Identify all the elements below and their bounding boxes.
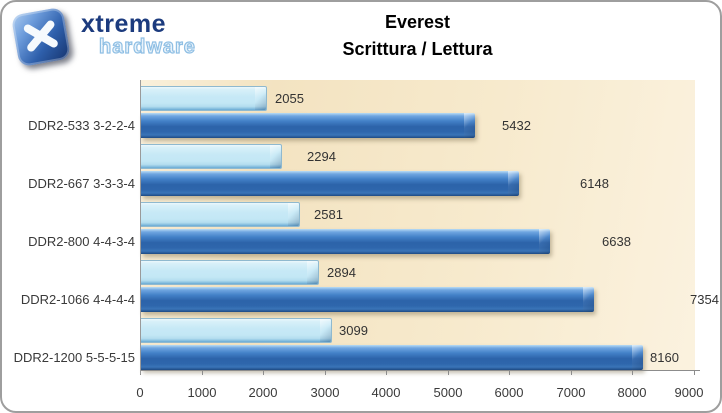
bar-lettura — [141, 113, 475, 138]
logo-brand-top: xtreme — [81, 10, 166, 38]
x-axis-tick-label: 3000 — [310, 385, 340, 400]
logo-brand-bottom: hardware — [98, 35, 196, 58]
x-tile-icon — [10, 6, 72, 68]
value-label-scrittura: 2581 — [314, 207, 343, 222]
x-axis-tick-label: 9000 — [674, 385, 704, 400]
value-label-lettura: 8160 — [650, 350, 679, 365]
value-label-scrittura: 2894 — [327, 265, 356, 280]
chart-title-line1: Everest — [384, 12, 451, 32]
bar-scrittura — [141, 318, 332, 343]
x-axis-tick — [325, 371, 326, 375]
x-axis-tick-label: 2000 — [248, 385, 278, 400]
bar-lettura — [141, 287, 594, 312]
y-axis-line — [140, 80, 141, 374]
category-label: DDR2-800 4-4-3-4 — [28, 234, 135, 249]
value-label-scrittura: 2055 — [275, 91, 304, 106]
chart-title-line2: Scrittura / Lettura — [342, 39, 493, 59]
value-label-scrittura: 2294 — [307, 149, 336, 164]
value-label-lettura: 6148 — [580, 176, 609, 191]
bar-lettura — [141, 345, 643, 370]
bar-lettura — [141, 229, 550, 254]
value-label-scrittura: 3099 — [339, 323, 368, 338]
chart-title: Everest Scrittura / Lettura — [140, 9, 695, 63]
category-label: DDR2-1200 5-5-5-15 — [13, 350, 135, 365]
bar-scrittura — [141, 86, 267, 111]
x-axis-tick — [571, 371, 572, 375]
category-label: DDR2-667 3-3-3-4 — [28, 176, 135, 191]
x-axis-tick — [263, 371, 264, 375]
value-label-lettura: 6638 — [602, 234, 631, 249]
bar-scrittura — [141, 144, 282, 169]
xtreme-hardware-logo: xtreme hardware — [2, 2, 232, 74]
x-axis-tick — [694, 371, 695, 375]
x-axis-tick — [386, 371, 387, 375]
value-label-lettura: 5432 — [502, 118, 531, 133]
x-axis-tick — [509, 371, 510, 375]
value-label-lettura: 7354 — [690, 292, 719, 307]
x-axis-tick-label: 1000 — [187, 385, 217, 400]
x-axis-tick-label: 4000 — [371, 385, 401, 400]
category-label: DDR2-533 3-2-2-4 — [28, 118, 135, 133]
x-axis-tick-label: 5000 — [433, 385, 463, 400]
bar-scrittura — [141, 202, 300, 227]
x-axis-line — [140, 370, 700, 371]
x-stroke — [25, 18, 57, 54]
x-axis-tick-label: 6000 — [494, 385, 524, 400]
bar-lettura — [141, 171, 519, 196]
x-axis-tick — [448, 371, 449, 375]
x-axis-tick — [202, 371, 203, 375]
category-label: DDR2-1066 4-4-4-4 — [20, 292, 135, 307]
x-axis-tick-label: 0 — [136, 385, 144, 400]
x-axis-tick — [632, 371, 633, 375]
x-axis-tick-label: 7000 — [556, 385, 586, 400]
x-axis-tick-label: 8000 — [617, 385, 647, 400]
bar-scrittura — [141, 260, 319, 285]
